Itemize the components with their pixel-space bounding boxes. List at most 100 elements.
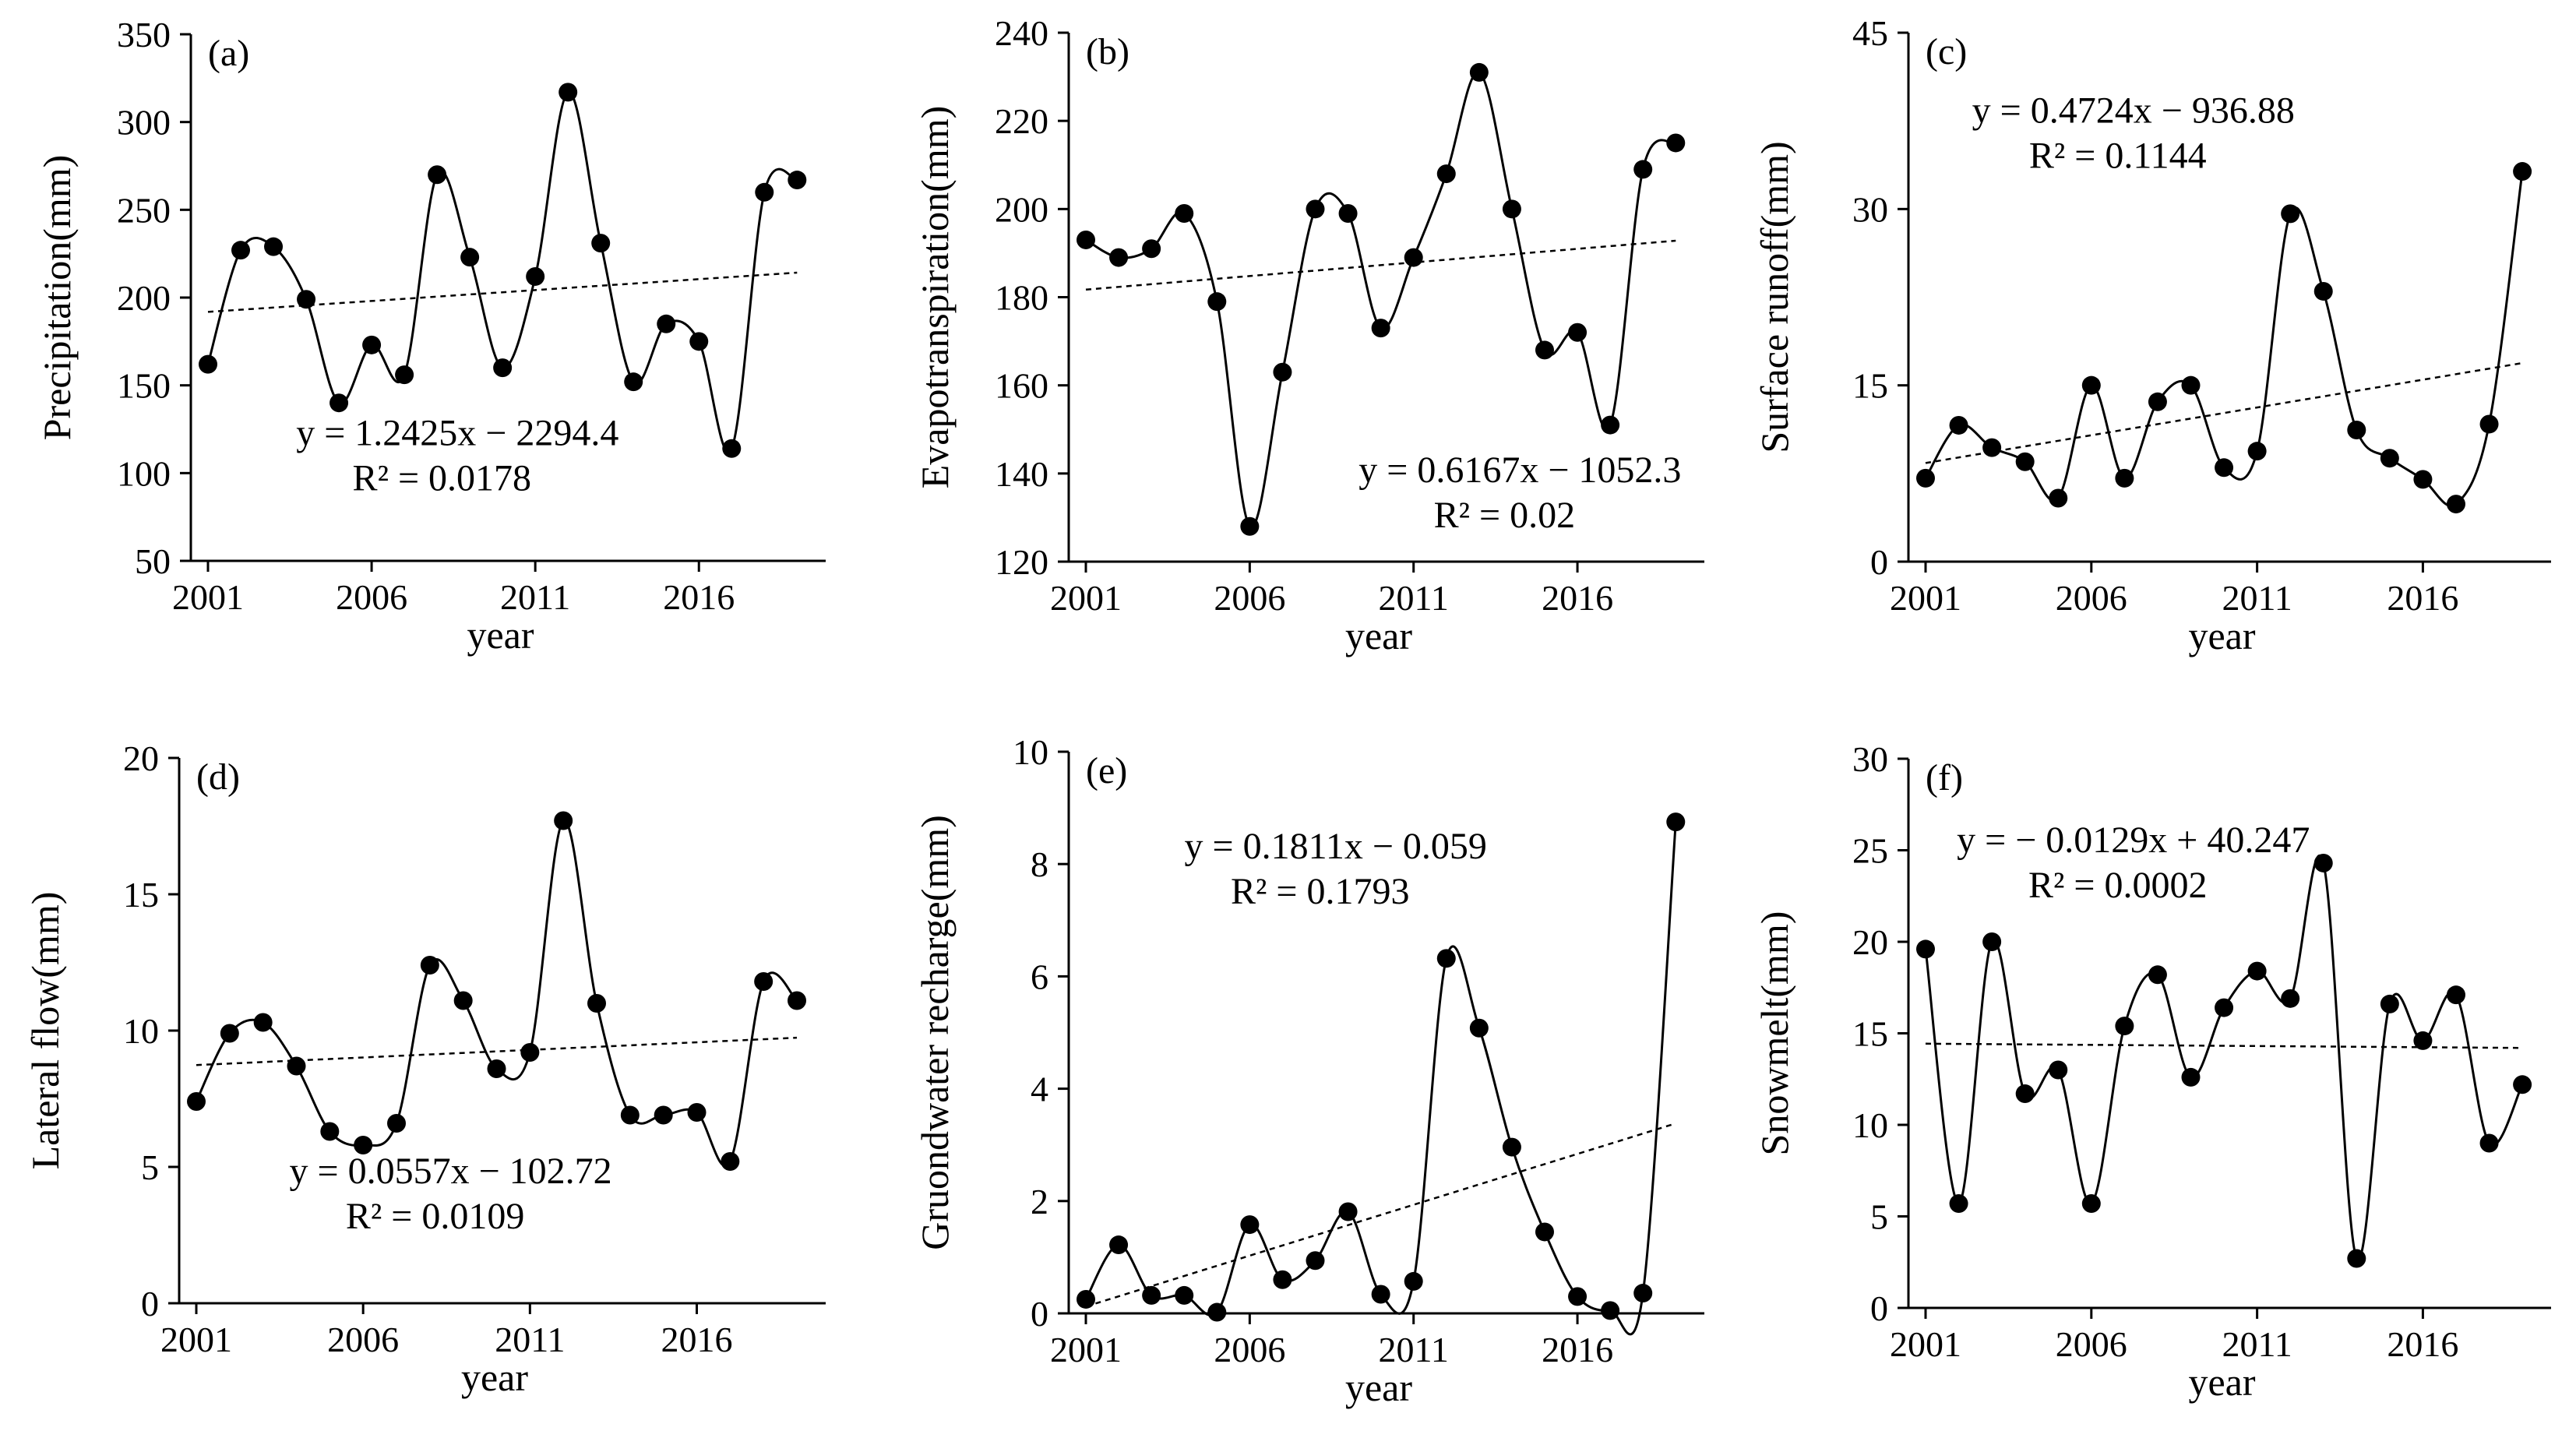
chart-panel-1: 50 100 150 200 250 300 350 2001 2006 2011 2016 year… [35, 15, 826, 657]
data-point-2008 [2148, 965, 2167, 985]
data-point-2007 [1273, 1270, 1292, 1289]
trendline [1925, 361, 2523, 464]
trend-r2: R² = 0.0002 [2028, 865, 2207, 906]
x-axis-title: year [2188, 1360, 2255, 1404]
data-point-2017 [722, 439, 742, 458]
x-tick-label: 2001 [1890, 1324, 1961, 1364]
data-point-2017 [721, 1152, 740, 1171]
data-point-2015 [2380, 449, 2399, 468]
panel-label: (a) [208, 33, 249, 74]
y-tick-label: 20 [123, 738, 159, 778]
data-point-2002 [220, 1024, 239, 1043]
data-point-2010 [1371, 1285, 1390, 1304]
data-point-2003 [1142, 1285, 1161, 1305]
data-point-2012 [559, 83, 578, 102]
data-point-2001 [187, 1092, 206, 1111]
chart-panel-2: 120 140 160 180 200 220 240 2001 2006 2011 2016 yea… [913, 13, 1704, 657]
y-tick-label: 200 [995, 189, 1048, 229]
y-tick-label: 10 [1013, 732, 1048, 772]
x-tick-label: 2001 [172, 577, 244, 617]
series-line [1924, 854, 2524, 1262]
data-point-2002 [1949, 1194, 1968, 1214]
data-point-2006 [2081, 375, 2101, 395]
data-point-2004 [297, 290, 316, 309]
y-axis-title: Surface runoff(mm) [1753, 141, 1796, 453]
x-tick-label: 2006 [1214, 578, 1285, 618]
data-point-2018 [755, 182, 774, 202]
data-point-2009 [460, 248, 480, 267]
data-point-2014 [1502, 199, 1521, 219]
data-point-2014 [624, 372, 643, 392]
y-tick-label: 5 [141, 1147, 159, 1187]
data-point-2008 [1306, 1251, 1325, 1271]
x-tick-label: 2011 [495, 1320, 565, 1359]
data-point-2013 [591, 234, 611, 253]
data-point-2015 [1535, 1222, 1554, 1242]
y-tick-label: 6 [1031, 957, 1048, 996]
trend-equation: y = − 0.0129x + 40.247 [1957, 819, 2310, 861]
y-tick-label: 0 [1031, 1294, 1048, 1334]
trend-equation: y = 0.4724x − 936.88 [1972, 90, 2295, 131]
x-tick-label: 2001 [160, 1320, 232, 1359]
y-tick-label: 30 [1852, 739, 1888, 779]
x-tick-label: 2016 [1542, 578, 1613, 618]
data-point-2012 [1436, 949, 1456, 968]
data-point-2018 [1633, 1284, 1653, 1303]
data-point-2019 [788, 991, 807, 1010]
y-tick-label: 45 [1852, 13, 1888, 53]
data-point-2006 [2081, 1194, 2101, 1214]
x-tick-label: 2001 [1890, 578, 1961, 618]
data-point-2003 [1982, 438, 2002, 457]
x-tick-label: 2011 [500, 577, 570, 617]
trendline [1085, 239, 1676, 291]
panel-label: (e) [1086, 750, 1127, 791]
x-tick-label: 2006 [2056, 578, 2127, 618]
x-axis-title: year [1345, 1366, 1412, 1409]
data-point-2010 [487, 1059, 506, 1078]
data-point-2010 [1371, 319, 1390, 338]
y-tick-label: 240 [995, 13, 1048, 53]
y-axis-title: Precipitation(mm) [35, 155, 79, 441]
data-point-2019 [788, 171, 807, 190]
y-tick-label: 0 [141, 1284, 159, 1323]
x-tick-label: 2016 [663, 577, 735, 617]
y-tick-label: 300 [117, 103, 171, 143]
data-point-2016 [1568, 322, 1588, 342]
data-point-2007 [2115, 468, 2134, 488]
y-tick-label: 4 [1031, 1070, 1048, 1109]
x-tick-label: 2006 [336, 577, 407, 617]
data-point-2012 [554, 811, 573, 830]
x-tick-label: 2001 [1050, 578, 1122, 618]
data-point-2018 [2479, 1133, 2499, 1153]
data-point-2009 [2181, 1067, 2201, 1087]
chart-panel-3: 0 15 30 45 2001 2006 2011 2016 year Surface runof… [1753, 13, 2551, 657]
x-tick-label: 2016 [1542, 1330, 1613, 1369]
y-tick-label: 200 [117, 278, 171, 318]
data-point-2015 [657, 314, 676, 333]
data-point-2005 [2049, 1060, 2068, 1080]
chart-panel-5: 0 2 4 6 8 10 2001 2006 2011 2016 year Gruondwater r… [913, 732, 1704, 1409]
data-point-2011 [2247, 442, 2267, 461]
data-point-2016 [2413, 470, 2433, 489]
y-tick-label: 0 [1870, 542, 1888, 582]
y-tick-label: 350 [117, 15, 171, 55]
data-point-2012 [1436, 164, 1456, 184]
data-point-2005 [1207, 292, 1227, 312]
data-point-2009 [453, 991, 473, 1010]
data-point-2016 [689, 332, 709, 351]
data-point-2003 [264, 237, 284, 256]
trend-r2: R² = 0.1144 [2029, 135, 2207, 176]
data-point-2015 [654, 1105, 673, 1125]
y-axis-title: Snowmelt(mm) [1753, 911, 1796, 1156]
trend-r2: R² = 0.0178 [353, 457, 531, 499]
data-point-2004 [2015, 452, 2035, 471]
data-point-2007 [2115, 1017, 2134, 1036]
x-tick-label: 2011 [2222, 578, 2292, 618]
y-tick-label: 140 [995, 454, 1048, 494]
x-tick-label: 2006 [2056, 1324, 2127, 1364]
data-point-2007 [387, 1114, 407, 1133]
series-line [206, 90, 798, 453]
data-point-2004 [2015, 1084, 2035, 1104]
data-point-2008 [1306, 199, 1325, 219]
